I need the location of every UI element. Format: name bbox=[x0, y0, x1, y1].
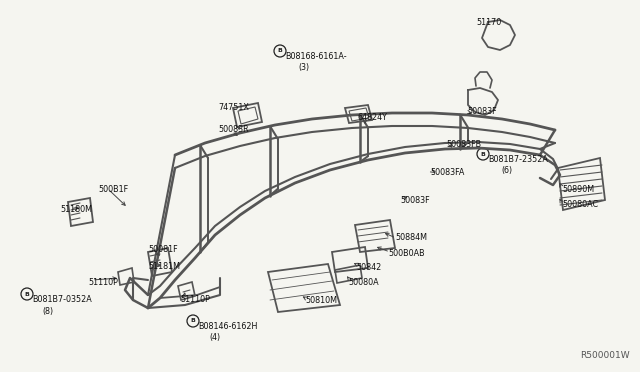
Text: 50083FB: 50083FB bbox=[446, 140, 481, 149]
Text: 500B0AB: 500B0AB bbox=[388, 249, 424, 258]
Text: 50890M: 50890M bbox=[562, 185, 594, 194]
Text: B08168-6161A-: B08168-6161A- bbox=[285, 52, 347, 61]
Text: 51170: 51170 bbox=[476, 18, 501, 27]
Text: 50810M: 50810M bbox=[305, 296, 337, 305]
Text: (8): (8) bbox=[42, 307, 53, 316]
Text: 51180M: 51180M bbox=[60, 205, 92, 214]
Text: B: B bbox=[481, 151, 485, 157]
Text: B: B bbox=[278, 48, 282, 54]
Text: 50081F: 50081F bbox=[148, 245, 178, 254]
Text: B081B7-2352A: B081B7-2352A bbox=[488, 155, 548, 164]
Text: R500001W: R500001W bbox=[580, 351, 630, 360]
Text: 50083F: 50083F bbox=[400, 196, 429, 205]
Text: 51181M: 51181M bbox=[148, 262, 180, 271]
Text: B: B bbox=[24, 292, 29, 296]
Text: B: B bbox=[191, 318, 195, 324]
Text: 64824Y: 64824Y bbox=[358, 113, 388, 122]
Text: 50083FA: 50083FA bbox=[430, 168, 465, 177]
Text: B081B7-0352A: B081B7-0352A bbox=[32, 295, 92, 304]
Text: 51110P: 51110P bbox=[180, 295, 210, 304]
Text: 50083F: 50083F bbox=[467, 107, 497, 116]
Text: 50884M: 50884M bbox=[395, 233, 427, 242]
Text: B08146-6162H: B08146-6162H bbox=[198, 322, 257, 331]
Text: 50080A: 50080A bbox=[348, 278, 379, 287]
Text: 50080AC: 50080AC bbox=[562, 200, 598, 209]
Text: 50842: 50842 bbox=[356, 263, 381, 272]
Text: 74751X: 74751X bbox=[218, 103, 249, 112]
Text: (4): (4) bbox=[209, 333, 220, 342]
Text: 51110P: 51110P bbox=[88, 278, 118, 287]
Text: 50083R: 50083R bbox=[218, 125, 248, 134]
Text: (3): (3) bbox=[298, 63, 309, 72]
Text: (6): (6) bbox=[501, 166, 512, 175]
Text: 500B1F: 500B1F bbox=[98, 185, 128, 194]
